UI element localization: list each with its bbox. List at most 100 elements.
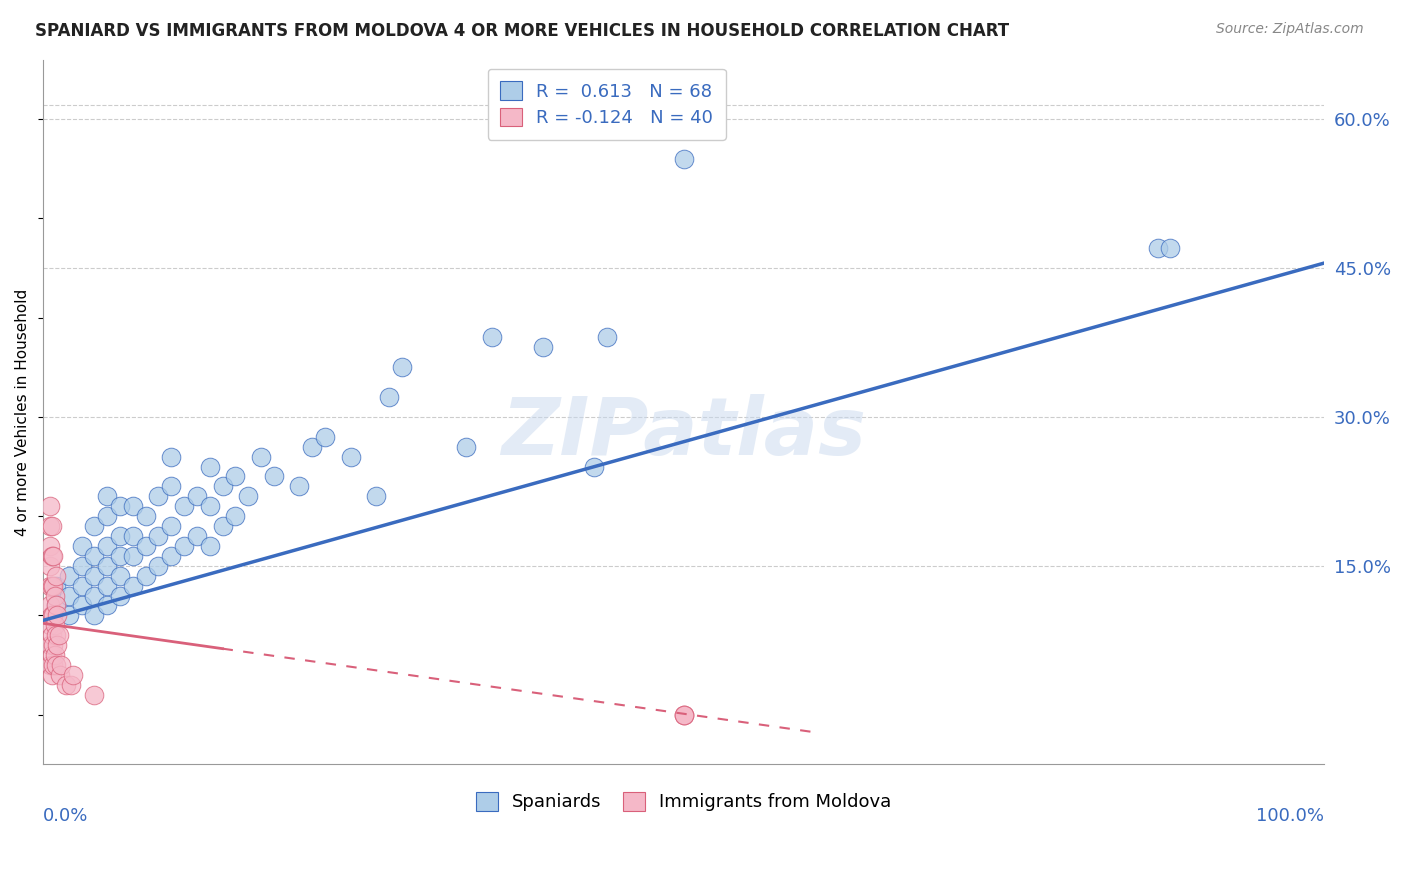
- Point: [135, 509, 157, 524]
- Point: [263, 469, 285, 483]
- Point: [42, 549, 65, 563]
- Point: [186, 489, 208, 503]
- Point: [121, 549, 143, 563]
- Point: [339, 450, 361, 464]
- Point: [108, 529, 131, 543]
- Point: [186, 529, 208, 543]
- Point: [45, 599, 67, 613]
- Point: [38, 500, 60, 514]
- Point: [46, 638, 69, 652]
- Point: [173, 500, 195, 514]
- Point: [96, 579, 118, 593]
- Point: [41, 519, 63, 533]
- Point: [481, 330, 503, 344]
- Point: [38, 558, 60, 573]
- Point: [49, 658, 72, 673]
- Point: [44, 648, 66, 662]
- Point: [42, 658, 65, 673]
- Point: [108, 549, 131, 563]
- Point: [42, 608, 65, 623]
- Point: [173, 539, 195, 553]
- Point: [41, 648, 63, 662]
- Point: [83, 568, 105, 582]
- Point: [46, 608, 69, 623]
- Point: [96, 599, 118, 613]
- Point: [211, 519, 233, 533]
- Point: [83, 608, 105, 623]
- Point: [58, 608, 80, 623]
- Point: [301, 440, 323, 454]
- Point: [70, 579, 93, 593]
- Point: [288, 479, 311, 493]
- Point: [60, 678, 83, 692]
- Point: [38, 638, 60, 652]
- Point: [70, 558, 93, 573]
- Point: [49, 668, 72, 682]
- Point: [96, 489, 118, 503]
- Text: 0.0%: 0.0%: [44, 806, 89, 824]
- Point: [121, 500, 143, 514]
- Point: [160, 519, 183, 533]
- Point: [135, 539, 157, 553]
- Point: [160, 479, 183, 493]
- Point: [135, 568, 157, 582]
- Point: [83, 549, 105, 563]
- Point: [1159, 241, 1181, 255]
- Text: ZIPatlas: ZIPatlas: [501, 394, 866, 472]
- Point: [83, 589, 105, 603]
- Point: [378, 390, 401, 404]
- Point: [198, 539, 221, 553]
- Y-axis label: 4 or more Vehicles in Household: 4 or more Vehicles in Household: [15, 288, 30, 535]
- Point: [42, 579, 65, 593]
- Point: [45, 658, 67, 673]
- Point: [198, 500, 221, 514]
- Point: [224, 509, 246, 524]
- Point: [96, 558, 118, 573]
- Point: [160, 450, 183, 464]
- Point: [366, 489, 388, 503]
- Point: [672, 152, 695, 166]
- Point: [38, 579, 60, 593]
- Point: [44, 618, 66, 632]
- Point: [42, 638, 65, 652]
- Point: [45, 568, 67, 582]
- Text: 100.0%: 100.0%: [1256, 806, 1324, 824]
- Point: [148, 529, 170, 543]
- Point: [314, 430, 336, 444]
- Point: [45, 628, 67, 642]
- Point: [160, 549, 183, 563]
- Point: [391, 360, 413, 375]
- Point: [41, 608, 63, 623]
- Point: [582, 459, 605, 474]
- Point: [70, 599, 93, 613]
- Point: [38, 519, 60, 533]
- Point: [96, 509, 118, 524]
- Point: [148, 558, 170, 573]
- Point: [70, 539, 93, 553]
- Point: [45, 599, 67, 613]
- Point: [55, 678, 77, 692]
- Point: [38, 599, 60, 613]
- Point: [148, 489, 170, 503]
- Point: [83, 519, 105, 533]
- Point: [596, 330, 619, 344]
- Point: [58, 568, 80, 582]
- Point: [672, 707, 695, 722]
- Point: [41, 579, 63, 593]
- Point: [108, 589, 131, 603]
- Point: [121, 529, 143, 543]
- Point: [108, 500, 131, 514]
- Point: [250, 450, 273, 464]
- Point: [41, 549, 63, 563]
- Point: [96, 539, 118, 553]
- Point: [45, 579, 67, 593]
- Point: [672, 707, 695, 722]
- Legend: Spaniards, Immigrants from Moldova: Spaniards, Immigrants from Moldova: [468, 785, 898, 819]
- Text: Source: ZipAtlas.com: Source: ZipAtlas.com: [1216, 22, 1364, 37]
- Point: [224, 469, 246, 483]
- Point: [531, 340, 554, 354]
- Point: [48, 628, 70, 642]
- Point: [44, 589, 66, 603]
- Point: [198, 459, 221, 474]
- Point: [41, 628, 63, 642]
